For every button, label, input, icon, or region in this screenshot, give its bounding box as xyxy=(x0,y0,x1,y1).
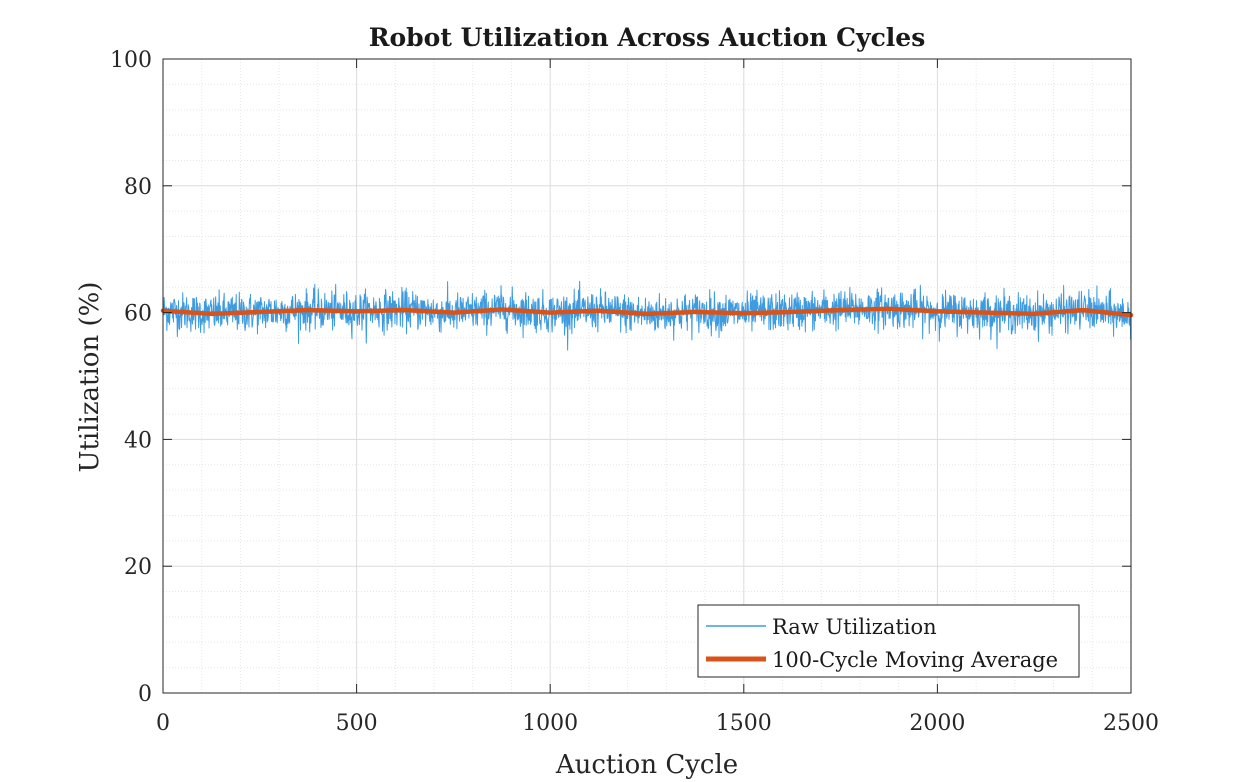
y-axis-title: Utilization (%) xyxy=(75,282,105,473)
x-axis-title: Auction Cycle xyxy=(555,750,738,780)
legend-box xyxy=(697,604,1080,678)
chart-title: Robot Utilization Across Auction Cycles xyxy=(369,23,926,52)
plot-frame xyxy=(162,58,1132,694)
legend: Raw Utilization 100-Cycle Moving Average xyxy=(697,604,1080,678)
y-tick-label: 40 xyxy=(124,428,152,453)
legend-label-raw: Raw Utilization xyxy=(772,615,937,639)
x-tick-label: 2000 xyxy=(909,711,965,736)
x-axis-tick-labels: 0 500 1000 1500 2000 2500 xyxy=(156,711,1159,736)
moving-average-line xyxy=(160,306,1134,318)
x-tick-label: 500 xyxy=(336,711,378,736)
series-moving-average xyxy=(160,306,1134,318)
y-tick-label: 100 xyxy=(110,48,152,73)
y-tick-label: 20 xyxy=(124,555,152,580)
x-tick-label: 0 xyxy=(156,711,170,736)
plot-area xyxy=(163,59,1131,693)
minor-grid xyxy=(163,59,1131,693)
axis-ticks xyxy=(162,58,1132,694)
legend-label-average: 100-Cycle Moving Average xyxy=(772,648,1058,672)
x-tick-label: 2500 xyxy=(1103,711,1159,736)
x-tick-label: 1500 xyxy=(716,711,772,736)
y-tick-label: 80 xyxy=(124,175,152,200)
y-tick-label: 0 xyxy=(138,682,152,707)
x-tick-label: 1000 xyxy=(522,711,578,736)
y-tick-label: 60 xyxy=(124,302,152,327)
y-axis-tick-labels: 0 20 40 60 80 100 xyxy=(110,48,152,707)
